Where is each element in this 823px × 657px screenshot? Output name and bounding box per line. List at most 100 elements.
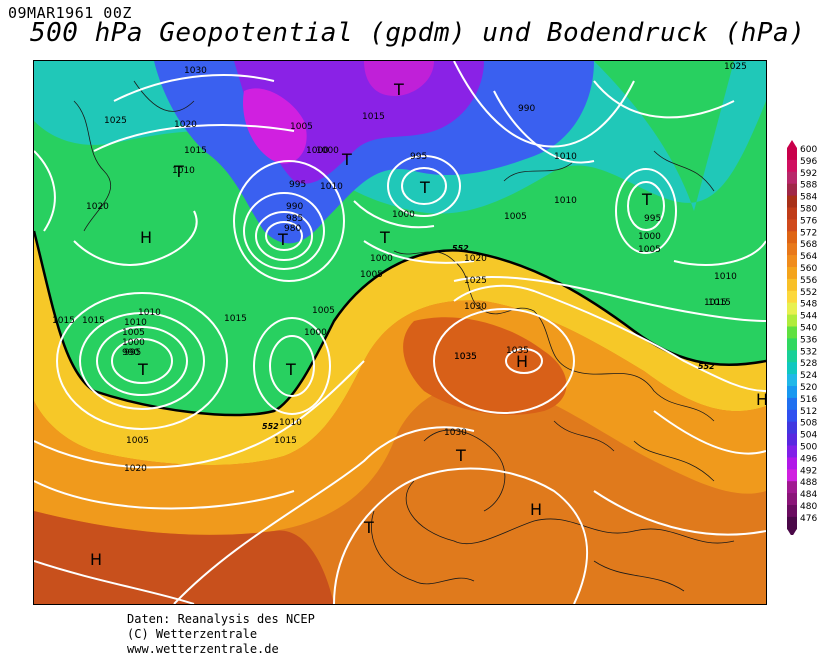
- legend-swatch: [787, 278, 797, 292]
- height-label: 552: [698, 362, 715, 371]
- isobar-label: 1015: [708, 298, 731, 308]
- low-marker: T: [455, 446, 466, 465]
- credits: Daten: Reanalysis des NCEP (C) Wetterzen…: [127, 612, 315, 657]
- low-marker: T: [363, 518, 374, 537]
- legend-label: 580: [800, 205, 817, 215]
- low-marker: T: [137, 360, 148, 379]
- legend-label: 508: [800, 419, 817, 429]
- isobar-label: 1020: [464, 254, 487, 264]
- isobar-label: 1030: [464, 302, 487, 312]
- legend-label: 560: [800, 264, 817, 274]
- legend-label: 544: [800, 312, 817, 322]
- isobar-label: 990: [122, 348, 139, 358]
- legend-label: 592: [800, 169, 817, 179]
- isobar-label: 995: [644, 214, 661, 224]
- low-marker: T: [379, 228, 390, 247]
- isobar-label: 1035: [454, 352, 477, 362]
- legend-swatch: [787, 505, 797, 518]
- legend-swatch: [787, 326, 797, 339]
- isobar-label: 1000: [306, 146, 329, 156]
- legend-label: 552: [800, 288, 817, 298]
- legend-label: 500: [800, 443, 817, 453]
- low-marker: T: [341, 150, 352, 169]
- isobar-label: 1020: [174, 120, 197, 130]
- legend-label: 488: [800, 478, 817, 488]
- legend-swatch: [787, 516, 797, 530]
- weather-map: 1030 1025 1020 1015 1010 1005 1000 995 9…: [33, 60, 767, 605]
- isobar-label: 1010: [554, 196, 577, 206]
- isobar-label: 1015: [362, 112, 385, 122]
- legend-swatch: [787, 397, 797, 411]
- isobar-label: 1030: [444, 428, 467, 438]
- legend-label: 600: [800, 145, 817, 155]
- high-marker: H: [140, 228, 152, 247]
- isobar-label: 1030: [184, 66, 207, 76]
- isobar-label: 1015: [184, 146, 207, 156]
- legend-label: 540: [800, 324, 817, 334]
- legend-label: 520: [800, 383, 817, 393]
- legend-swatch: [787, 183, 797, 197]
- legend-label: 536: [800, 335, 817, 345]
- legend-swatch: [787, 469, 797, 482]
- field-light-orange: [34, 300, 766, 535]
- legend-label: 564: [800, 252, 817, 262]
- isobar-label: 995: [410, 152, 427, 162]
- legend-swatch: [787, 481, 797, 494]
- isobar-label: 1000: [316, 146, 339, 156]
- legend-swatch: [787, 362, 797, 375]
- isobar-label: 990: [518, 104, 535, 114]
- isobar-label: 1025: [464, 276, 487, 286]
- map-title: 500 hPa Geopotential (gpdm) und Bodendru…: [30, 18, 806, 48]
- isobar-label: 1005: [290, 122, 313, 132]
- legend-swatch: [787, 302, 797, 316]
- isobar-label: 1000: [638, 232, 661, 242]
- height-label: 552: [452, 244, 469, 253]
- isobar-label: 1000: [122, 338, 145, 348]
- legend-swatch: [787, 493, 797, 506]
- date-label: 09MAR1961 00Z: [8, 4, 132, 22]
- legend-label: 556: [800, 276, 817, 286]
- isobar-label: 1015: [274, 436, 297, 446]
- isobar-label: 1035: [506, 346, 529, 356]
- legend-label: 596: [800, 157, 817, 167]
- legend-swatch: [787, 159, 797, 173]
- high-marker: H: [516, 352, 528, 371]
- isobar-label: 1005: [312, 306, 335, 316]
- legend-arrow-bottom: [787, 528, 797, 535]
- low-marker: T: [277, 230, 288, 249]
- isobar-label: 980: [284, 224, 301, 234]
- legend-swatch: [787, 148, 797, 161]
- field-magenta: [243, 88, 307, 164]
- legend-swatch: [787, 433, 797, 446]
- height-label: 552: [262, 422, 279, 431]
- legend-label: 476: [800, 514, 817, 524]
- isobar-label: 995: [124, 348, 141, 358]
- legend-label: 548: [800, 300, 817, 310]
- legend-swatch: [787, 267, 797, 280]
- low-marker: T: [393, 80, 404, 99]
- isobar-label: 1005: [126, 436, 149, 446]
- high-marker: H: [756, 390, 767, 409]
- legend-swatch: [787, 255, 797, 268]
- isobar-label: 1015: [704, 298, 727, 308]
- isobar-label: 1020: [86, 202, 109, 212]
- isobar-label: 1025: [724, 62, 747, 72]
- isobar-label: 1005: [360, 270, 383, 280]
- field-deep-orange: [403, 317, 567, 415]
- isobar-label: 1020: [124, 464, 147, 474]
- isobar-label: 1025: [104, 116, 127, 126]
- legend-swatch: [787, 386, 797, 399]
- isobar-label: 985: [286, 214, 303, 224]
- high-marker: H: [530, 500, 542, 519]
- isobar-label: 1000: [370, 254, 393, 264]
- legend-swatch: [787, 409, 797, 423]
- legend-swatch: [787, 338, 797, 351]
- legend-label: 492: [800, 466, 817, 476]
- isobar-label: 1015: [52, 316, 75, 326]
- legend-label: 484: [800, 490, 817, 500]
- legend-label: 532: [800, 347, 817, 357]
- credit-copyright: (C) Wetterzentrale: [127, 627, 258, 641]
- isobar-label: 1005: [504, 212, 527, 222]
- isobar-label: 995: [289, 180, 306, 190]
- isobar-label: 1015: [224, 314, 247, 324]
